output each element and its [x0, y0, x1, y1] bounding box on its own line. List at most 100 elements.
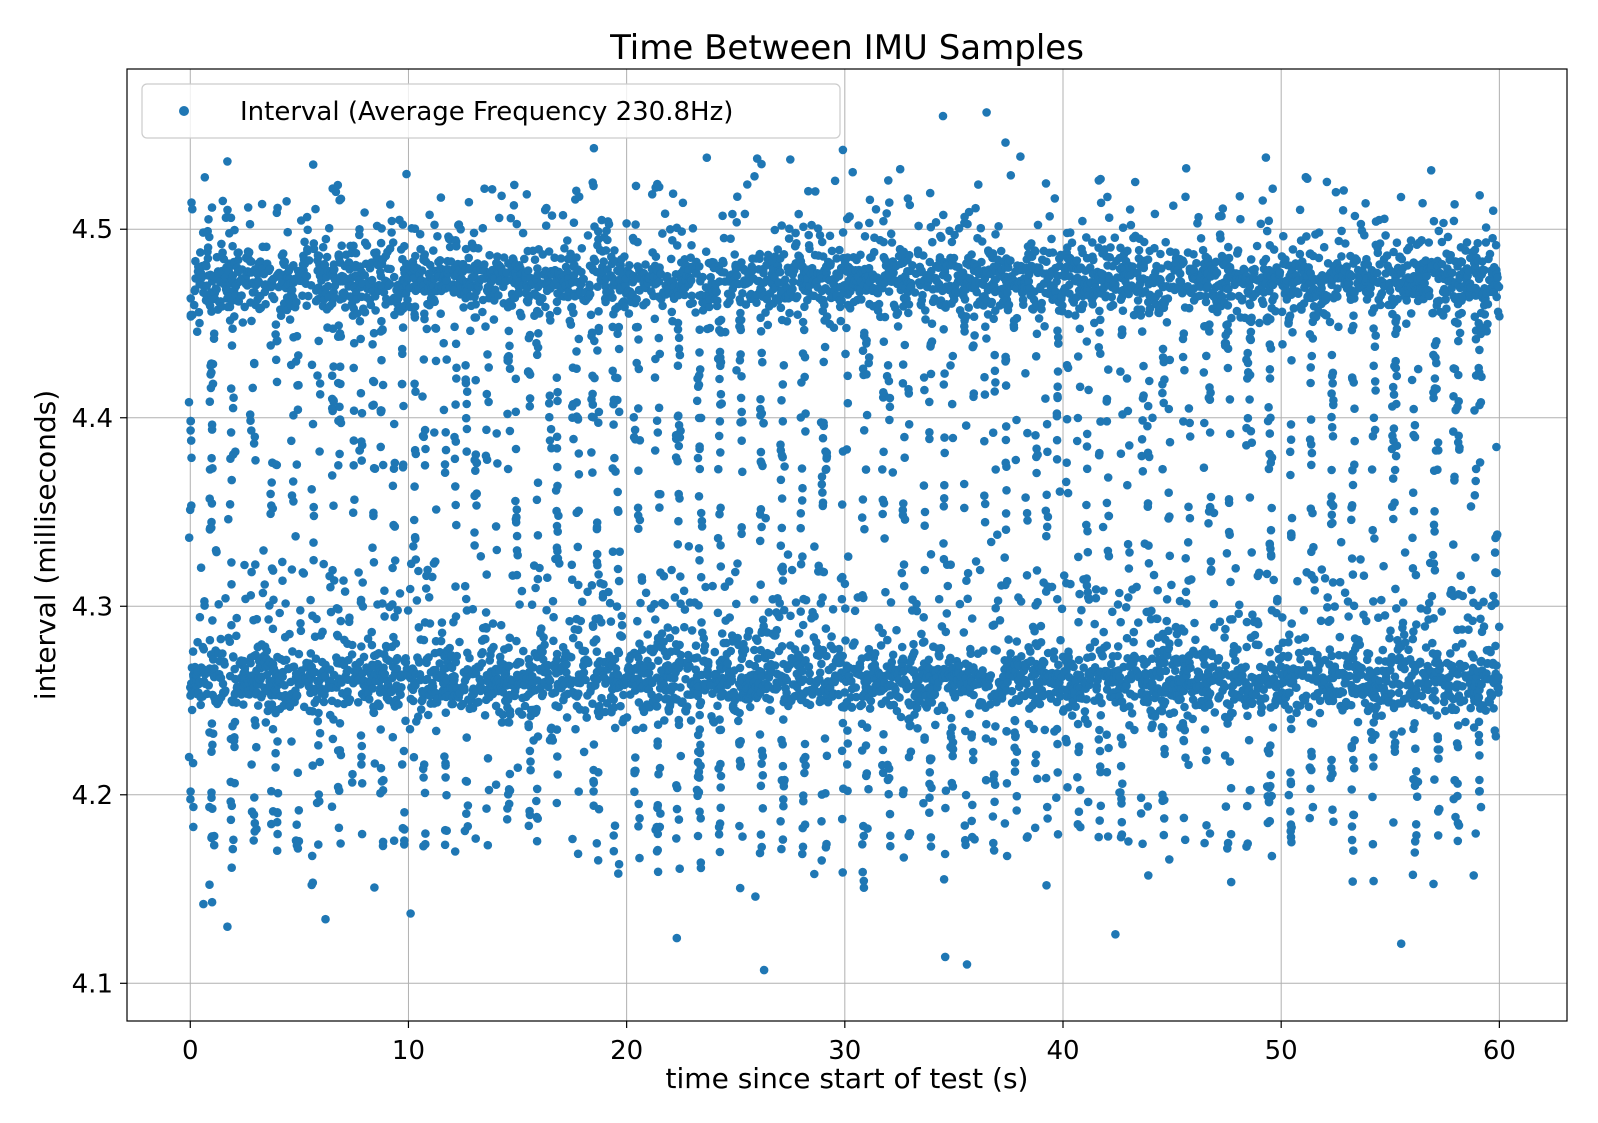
data-point	[1156, 249, 1165, 259]
data-point	[207, 368, 216, 377]
data-point	[859, 831, 869, 841]
data-point	[491, 780, 501, 789]
data-point	[920, 565, 930, 575]
data-point	[634, 404, 643, 413]
data-point	[871, 205, 881, 214]
data-point	[218, 248, 227, 257]
data-point	[552, 297, 562, 307]
data-point	[393, 606, 403, 615]
data-point	[599, 580, 608, 589]
data-point	[474, 244, 483, 253]
data-point	[287, 565, 297, 574]
data-point	[292, 297, 301, 307]
data-point	[403, 606, 413, 615]
data-point	[572, 253, 581, 262]
data-point	[653, 720, 663, 729]
data-point	[261, 299, 270, 309]
data-point	[210, 664, 219, 673]
data-point	[590, 256, 600, 266]
data-point	[987, 297, 997, 307]
data-point	[409, 515, 419, 525]
data-point	[642, 298, 651, 307]
data-point	[1169, 201, 1178, 210]
data-point	[697, 522, 707, 531]
data-point	[553, 306, 562, 316]
data-point	[302, 212, 312, 222]
data-point	[1021, 369, 1030, 378]
data-point	[422, 324, 432, 334]
data-point	[574, 334, 584, 344]
data-point	[634, 799, 643, 809]
data-point	[553, 527, 562, 536]
data-point	[1103, 192, 1112, 202]
data-point	[205, 880, 214, 889]
data-point	[409, 752, 419, 762]
data-point	[505, 633, 515, 643]
data-point	[512, 219, 522, 229]
data-point	[411, 534, 420, 544]
data-point	[1001, 357, 1010, 366]
data-point	[1099, 586, 1108, 595]
data-point	[677, 227, 686, 236]
data-point	[1171, 666, 1180, 675]
data-point	[505, 710, 515, 719]
data-point	[304, 256, 314, 265]
data-point	[1132, 582, 1141, 592]
data-point	[281, 599, 290, 608]
data-point	[650, 599, 659, 609]
data-point	[594, 307, 603, 316]
data-point	[547, 211, 557, 220]
data-point	[380, 586, 389, 595]
data-point	[1134, 245, 1144, 255]
data-point	[804, 230, 813, 240]
data-point	[285, 315, 295, 324]
data-point	[851, 683, 861, 692]
data-point	[480, 711, 490, 720]
data-point	[659, 571, 669, 581]
data-point	[552, 798, 562, 808]
data-point	[1037, 298, 1046, 308]
data-point	[1129, 637, 1138, 647]
data-point	[857, 295, 866, 304]
data-point	[593, 282, 602, 292]
data-point	[390, 556, 400, 565]
data-point	[395, 589, 405, 598]
data-point	[513, 550, 522, 560]
data-point	[1054, 660, 1063, 670]
data-point	[511, 407, 521, 417]
data-point	[1116, 617, 1125, 627]
data-point	[971, 203, 980, 213]
data-point	[617, 632, 627, 641]
data-point	[264, 615, 273, 624]
data-point	[1179, 258, 1188, 267]
data-point	[504, 643, 513, 652]
data-point	[487, 185, 497, 194]
data-point	[632, 294, 641, 304]
data-point	[791, 228, 800, 238]
data-point	[230, 664, 239, 674]
data-point	[822, 651, 831, 661]
data-point	[943, 581, 953, 591]
data-point	[259, 546, 268, 555]
data-point	[755, 536, 765, 546]
data-point	[396, 690, 405, 699]
data-point	[482, 570, 492, 579]
data-point	[369, 511, 378, 521]
data-point	[353, 698, 363, 707]
data-point	[900, 453, 909, 463]
data-point	[1035, 699, 1045, 709]
data-point	[1030, 247, 1040, 256]
data-point	[776, 440, 785, 450]
data-point	[451, 437, 461, 446]
data-point	[992, 646, 1001, 655]
data-point	[850, 606, 860, 616]
data-point	[969, 690, 978, 700]
data-point	[411, 449, 421, 459]
data-point	[247, 426, 256, 435]
data-point	[1061, 477, 1071, 487]
data-point	[732, 599, 741, 609]
data-point	[369, 708, 379, 718]
data-point	[329, 397, 338, 406]
data-point	[1098, 651, 1107, 661]
data-point	[1033, 597, 1042, 607]
